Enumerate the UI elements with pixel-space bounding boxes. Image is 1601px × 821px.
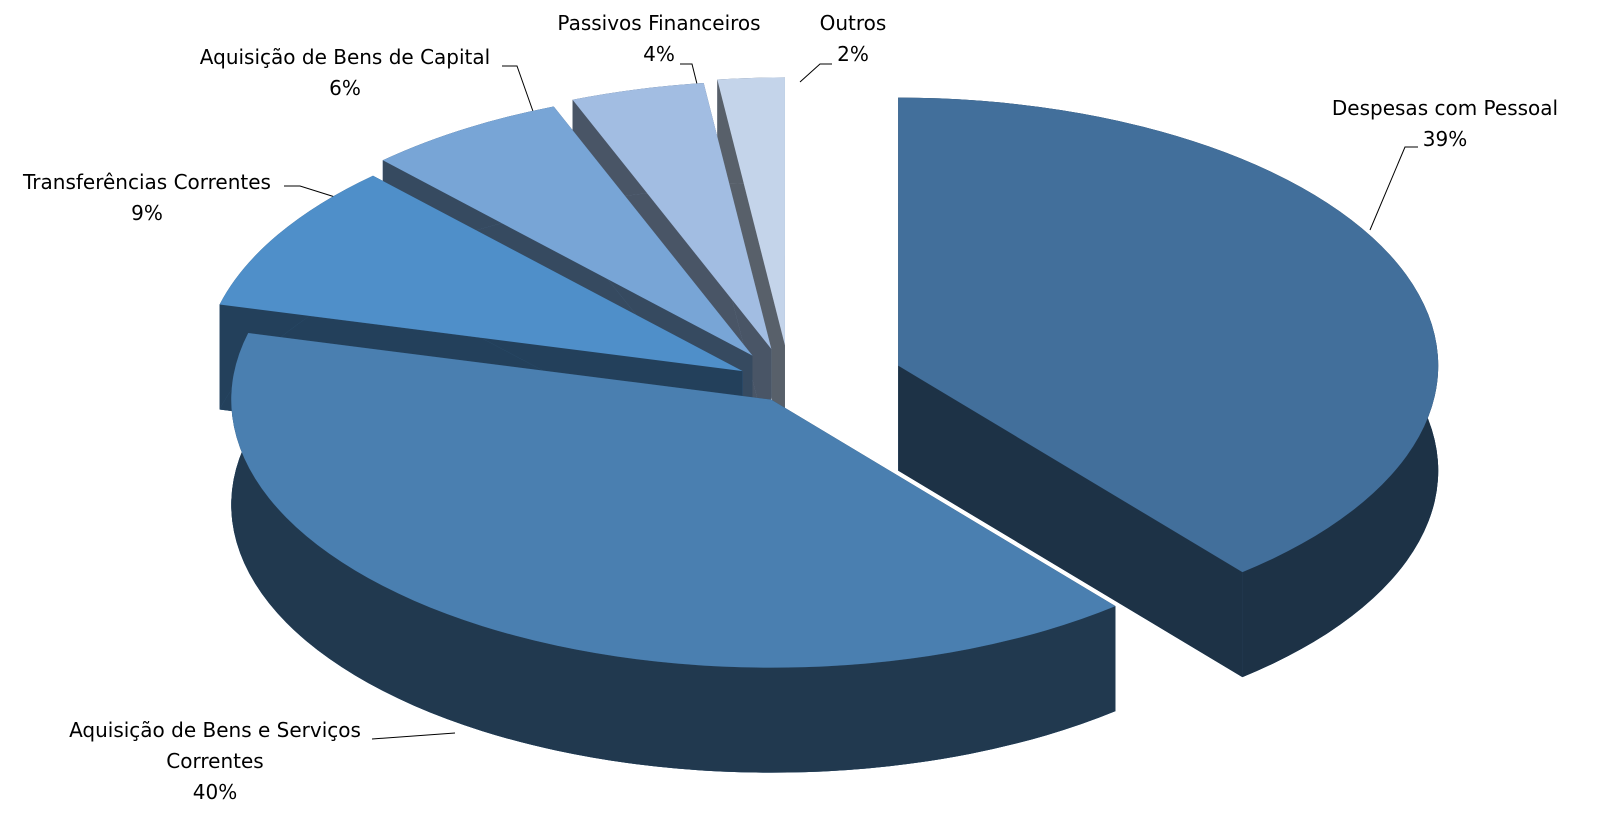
slice	[231, 333, 1116, 773]
data-label: Passivos Financeiros 4%	[529, 8, 789, 70]
value-label: 4%	[643, 42, 675, 66]
data-label: Outros 2%	[793, 8, 913, 70]
slice-shade	[231, 333, 1116, 773]
data-label: Despesas com Pessoal 39%	[1295, 93, 1595, 155]
category-label: Passivos Financeiros	[557, 11, 761, 35]
slice	[898, 97, 1439, 678]
category-label: Despesas com Pessoal	[1331, 96, 1559, 120]
data-label: Aquisição de Bens de Capital 6%	[180, 42, 510, 104]
data-label: Transferências Correntes 9%	[0, 167, 297, 229]
slice-top	[898, 97, 1439, 573]
leader-line	[1369, 146, 1418, 231]
slice-top	[717, 77, 785, 346]
leader-line	[799, 63, 832, 83]
slice-top	[572, 83, 772, 349]
data-label: Aquisição de Bens e Serviços Correntes 40…	[50, 715, 380, 808]
leader-line	[284, 185, 336, 198]
slice-shade	[898, 365, 1243, 678]
category-label: Aquisição de Bens de Capital	[199, 45, 491, 69]
category-label: Aquisição de Bens e Serviços Correntes	[69, 718, 361, 773]
leader-lines	[284, 63, 1418, 740]
leader-line	[502, 65, 536, 118]
value-label: 2%	[837, 42, 869, 66]
value-label: 9%	[131, 201, 163, 225]
slice-top	[382, 106, 753, 356]
category-label: Outros	[819, 11, 887, 35]
category-label: Transferências Correntes	[23, 170, 271, 194]
value-label: 6%	[329, 76, 361, 100]
value-label: 39%	[1422, 127, 1468, 151]
leader-line	[680, 63, 699, 89]
slice-top	[219, 175, 743, 372]
slice-top	[231, 333, 1116, 668]
value-label: 40%	[192, 780, 238, 804]
leader-line	[371, 732, 456, 740]
